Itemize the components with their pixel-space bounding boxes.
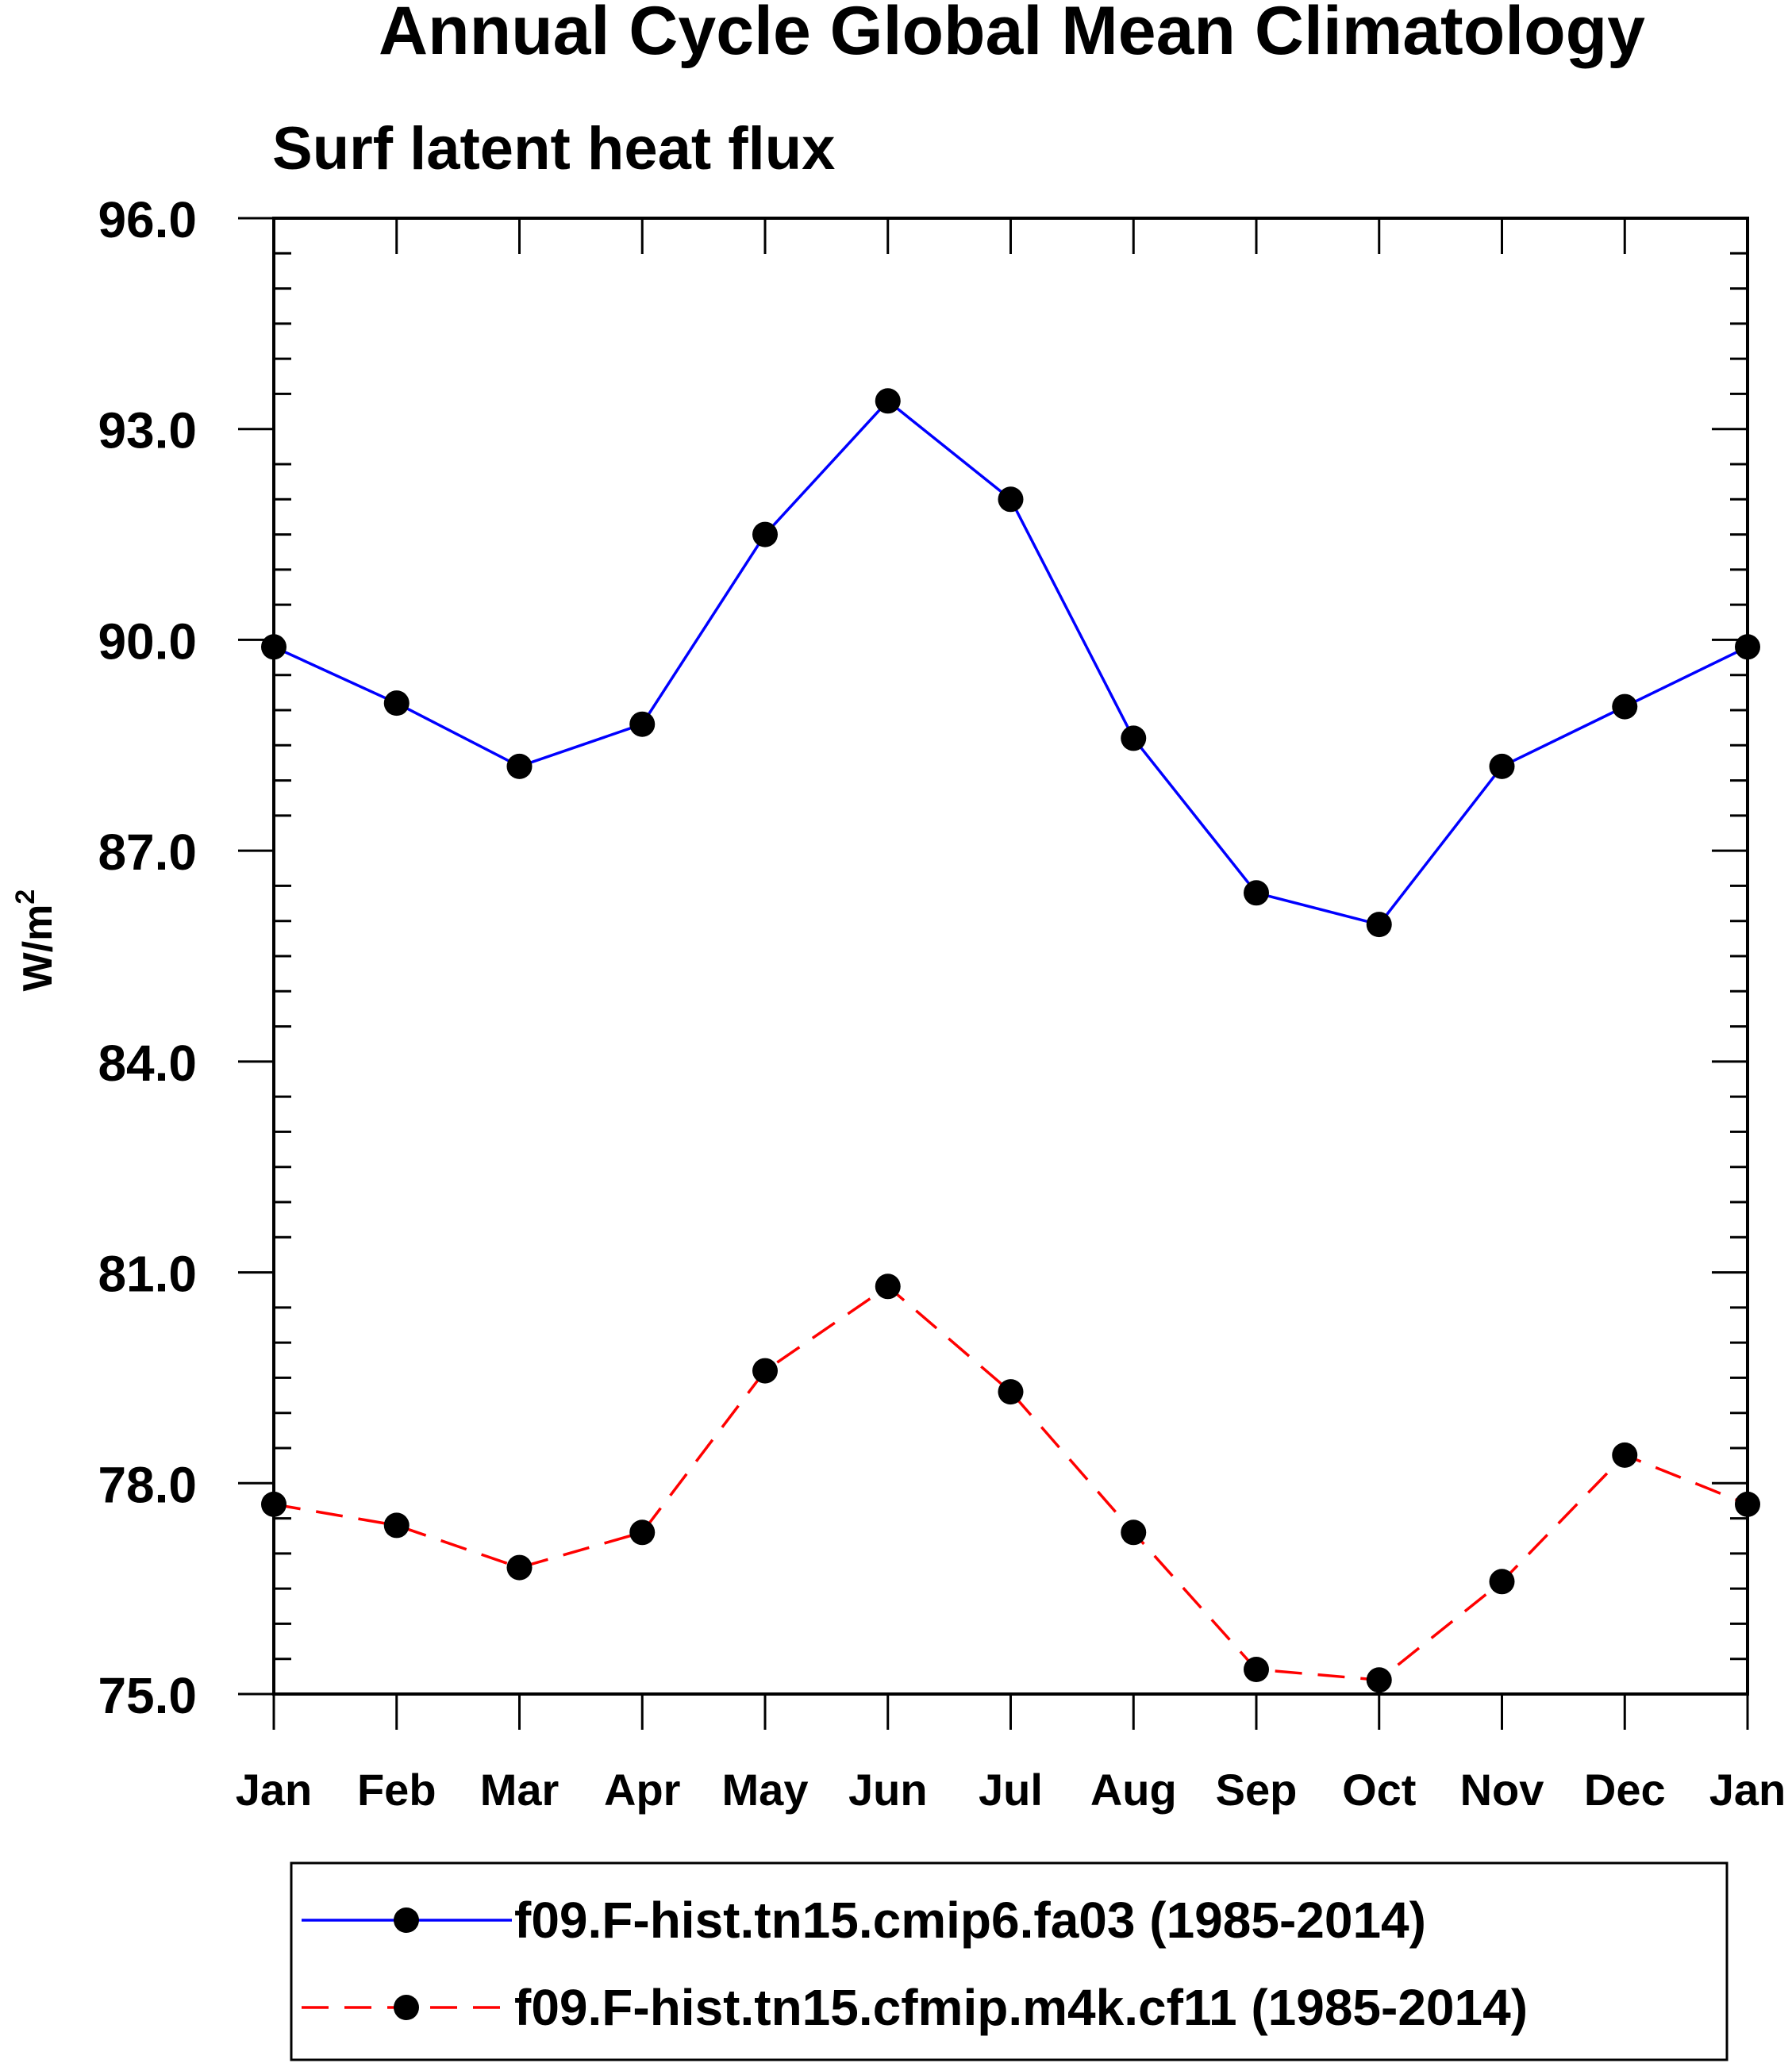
data-point bbox=[1366, 1667, 1392, 1693]
data-point bbox=[1489, 1569, 1515, 1595]
data-point bbox=[629, 1519, 656, 1546]
data-point bbox=[998, 1379, 1024, 1405]
y-tick-label: 75.0 bbox=[98, 1667, 197, 1724]
data-point bbox=[1244, 1657, 1269, 1682]
y-tick-label: 90.0 bbox=[98, 613, 197, 670]
data-point bbox=[752, 521, 778, 547]
chart-title: Annual Cycle Global Mean Climatology bbox=[379, 0, 1645, 69]
data-point bbox=[383, 690, 410, 716]
y-tick-label: 93.0 bbox=[98, 402, 197, 459]
data-point bbox=[752, 1358, 778, 1384]
data-point bbox=[1612, 1442, 1638, 1468]
x-tick-label: Jan bbox=[236, 1765, 313, 1815]
x-tick-label: Dec bbox=[1584, 1765, 1666, 1815]
tick-marks bbox=[238, 217, 1749, 1730]
data-point bbox=[1121, 1519, 1147, 1546]
x-tick-label: May bbox=[722, 1765, 809, 1815]
x-tick-label: Nov bbox=[1460, 1765, 1544, 1815]
data-point bbox=[506, 753, 533, 779]
series-line-2 bbox=[273, 1285, 1748, 1682]
x-tick-labels: Jan Feb Mar Apr May Jun Jul Aug Sep Oct Nov Dec Jan bbox=[236, 1765, 1786, 1815]
y-tick-labels: 75.0 78.0 81.0 84.0 87.0 90.0 93.0 96.0 bbox=[98, 191, 197, 1724]
legend-box bbox=[290, 1861, 1729, 2061]
data-point bbox=[1244, 880, 1269, 906]
data-point bbox=[1366, 912, 1392, 938]
y-axis-label-unit: W/m bbox=[15, 905, 61, 992]
x-tick-label: Jun bbox=[848, 1765, 928, 1815]
data-point bbox=[629, 711, 656, 737]
chart-subtitle: Surf latent heat flux bbox=[272, 115, 835, 182]
data-point bbox=[506, 1554, 533, 1581]
series-line-1 bbox=[273, 398, 1748, 927]
legend-marker-2 bbox=[394, 1995, 419, 2020]
data-point bbox=[1612, 693, 1638, 720]
data-point bbox=[875, 388, 901, 414]
x-tick-label: Apr bbox=[604, 1765, 680, 1815]
legend: f09.F-hist.tn15.cmip6.fa03 (1985-2014) f0… bbox=[290, 1861, 1729, 2061]
data-point bbox=[875, 1274, 901, 1300]
plot-frame bbox=[272, 217, 1749, 1696]
legend-label-1: f09.F-hist.tn15.cmip6.fa03 (1985-2014) bbox=[514, 1892, 1426, 1949]
x-tick-label: Sep bbox=[1216, 1765, 1298, 1815]
y-tick-label: 87.0 bbox=[98, 824, 197, 881]
x-tick-label: Mar bbox=[480, 1765, 560, 1815]
y-tick-label: 78.0 bbox=[98, 1456, 197, 1513]
x-tick-label: Oct bbox=[1342, 1765, 1416, 1815]
data-point bbox=[383, 1512, 410, 1539]
x-tick-label: Aug bbox=[1090, 1765, 1177, 1815]
legend-marker-1 bbox=[394, 1907, 419, 1933]
y-tick-label: 96.0 bbox=[98, 191, 197, 248]
data-point bbox=[1121, 725, 1147, 751]
y-axis-label: W/m2 bbox=[10, 889, 61, 992]
legend-label-2: f09.F-hist.tn15.cfmip.m4k.cf11 (1985-201… bbox=[514, 1979, 1528, 2036]
data-point bbox=[998, 486, 1024, 513]
x-tick-label: Feb bbox=[357, 1765, 436, 1815]
data-point bbox=[1489, 753, 1515, 779]
y-tick-label: 81.0 bbox=[98, 1246, 197, 1303]
series-layer bbox=[261, 388, 1760, 1693]
y-tick-label: 84.0 bbox=[98, 1035, 197, 1092]
x-tick-label: Jul bbox=[979, 1765, 1043, 1815]
y-axis-label-exponent: 2 bbox=[10, 889, 40, 905]
x-tick-label: Jan bbox=[1709, 1765, 1786, 1815]
